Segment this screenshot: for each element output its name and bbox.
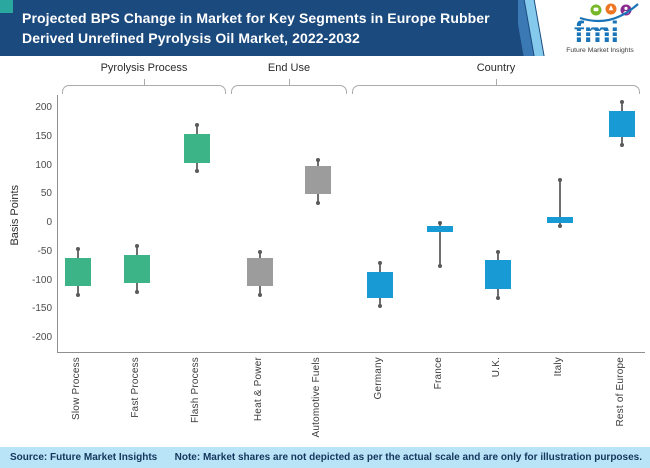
x-axis-label: Flash Process bbox=[190, 357, 201, 423]
whisker-high-dot bbox=[558, 177, 562, 182]
candle-box bbox=[485, 260, 511, 290]
x-axis-label: Rest of Europe bbox=[615, 357, 626, 427]
candle-box bbox=[184, 133, 210, 163]
title-line-1: Projected BPS Change in Market for Key S… bbox=[22, 10, 490, 26]
y-tick-label: 50 bbox=[40, 188, 52, 200]
whisker-low-dot bbox=[195, 169, 199, 174]
y-tick-label: -100 bbox=[31, 274, 52, 286]
candle-box bbox=[547, 217, 573, 223]
x-axis-label: Automotive Fuels bbox=[311, 357, 322, 438]
whisker-low-dot bbox=[135, 290, 139, 294]
x-axis-label: Italy bbox=[553, 357, 564, 377]
x-axis-label: Heat & Power bbox=[253, 357, 264, 422]
y-tick-label: -50 bbox=[37, 245, 52, 257]
group-label: Country bbox=[476, 62, 516, 74]
title-line-2: Derived Unrefined Pyrolysis Oil Market, … bbox=[22, 30, 360, 46]
logo-flask-icon bbox=[608, 5, 614, 11]
chart-title: Projected BPS Change in Market for Key S… bbox=[22, 8, 490, 48]
candle-box bbox=[65, 257, 91, 287]
whisker-low-dot bbox=[258, 292, 262, 297]
group-bracket bbox=[231, 85, 347, 94]
x-axis-label: France bbox=[433, 357, 444, 390]
group-bracket bbox=[352, 85, 640, 94]
fmi-logo-graphic: fmi Future Market Insights bbox=[566, 3, 639, 54]
source-text: Source: Future Market Insights bbox=[10, 452, 158, 463]
whisker-high-dot bbox=[135, 244, 139, 248]
whisker-high-dot bbox=[258, 249, 262, 254]
fmi-logo: fmi Future Market Insights bbox=[518, 0, 650, 56]
y-tick-label: -150 bbox=[31, 303, 52, 315]
whisker-low-dot bbox=[558, 223, 562, 228]
note-text: Note: Market shares are not depicted as … bbox=[174, 452, 642, 463]
y-tick-label: 0 bbox=[46, 217, 52, 228]
logo-brick-line bbox=[574, 36, 626, 38]
whisker-high-dot bbox=[438, 221, 442, 225]
group-bracket bbox=[62, 85, 226, 94]
logo-brick-line bbox=[574, 31, 626, 33]
whisker-high-dot bbox=[195, 123, 199, 128]
group-bracket-tick bbox=[495, 79, 497, 85]
whisker-high-dot bbox=[378, 261, 382, 266]
whisker-high-dot bbox=[496, 249, 500, 254]
candle-box bbox=[247, 257, 273, 287]
candle-box bbox=[124, 254, 150, 284]
whisker-low-dot bbox=[378, 304, 382, 309]
x-axis-label: Slow Process bbox=[71, 357, 82, 420]
x-axis-label: Fast Process bbox=[130, 357, 141, 418]
x-axis-label: U.K. bbox=[491, 357, 502, 378]
whisker-low-dot bbox=[496, 295, 500, 300]
candle-whisker bbox=[439, 223, 441, 267]
candle-box bbox=[427, 225, 453, 232]
logo-swoosh bbox=[579, 3, 639, 23]
whisker-high-dot bbox=[620, 100, 624, 105]
whisker-low-dot bbox=[316, 200, 320, 205]
group-label: End Use bbox=[267, 62, 311, 74]
y-tick-label: 150 bbox=[35, 130, 52, 142]
y-tick-label: -200 bbox=[31, 332, 52, 343]
footer-bar: Source: Future Market Insights Note: Mar… bbox=[0, 447, 650, 468]
whisker-low-dot bbox=[76, 292, 80, 297]
y-tick-label: 100 bbox=[35, 159, 52, 171]
whisker-high-dot bbox=[316, 157, 320, 162]
whisker-high-dot bbox=[76, 246, 80, 251]
logo-person-icon bbox=[624, 6, 628, 10]
x-axis-line bbox=[57, 352, 645, 353]
header-banner: Projected BPS Change in Market for Key S… bbox=[0, 0, 650, 56]
y-axis-line bbox=[57, 95, 58, 352]
group-bracket-tick bbox=[288, 79, 290, 85]
logo-tagline: Future Market Insights bbox=[566, 47, 634, 54]
logo-text: fmi bbox=[574, 16, 619, 49]
logo-brick-line bbox=[574, 26, 626, 28]
candle-box bbox=[305, 165, 331, 195]
candle-box bbox=[367, 271, 393, 298]
candle-whisker bbox=[559, 179, 561, 226]
corner-accent bbox=[0, 0, 13, 13]
x-axis-label: Germany bbox=[373, 357, 384, 400]
whisker-low-dot bbox=[438, 264, 442, 269]
y-tick-label: 200 bbox=[35, 102, 52, 113]
group-label: Pyrolysis Process bbox=[100, 62, 188, 74]
candle-box bbox=[609, 110, 635, 137]
group-bracket-tick bbox=[143, 79, 145, 85]
logo-chat-icon bbox=[593, 7, 599, 12]
whisker-low-dot bbox=[620, 143, 624, 148]
